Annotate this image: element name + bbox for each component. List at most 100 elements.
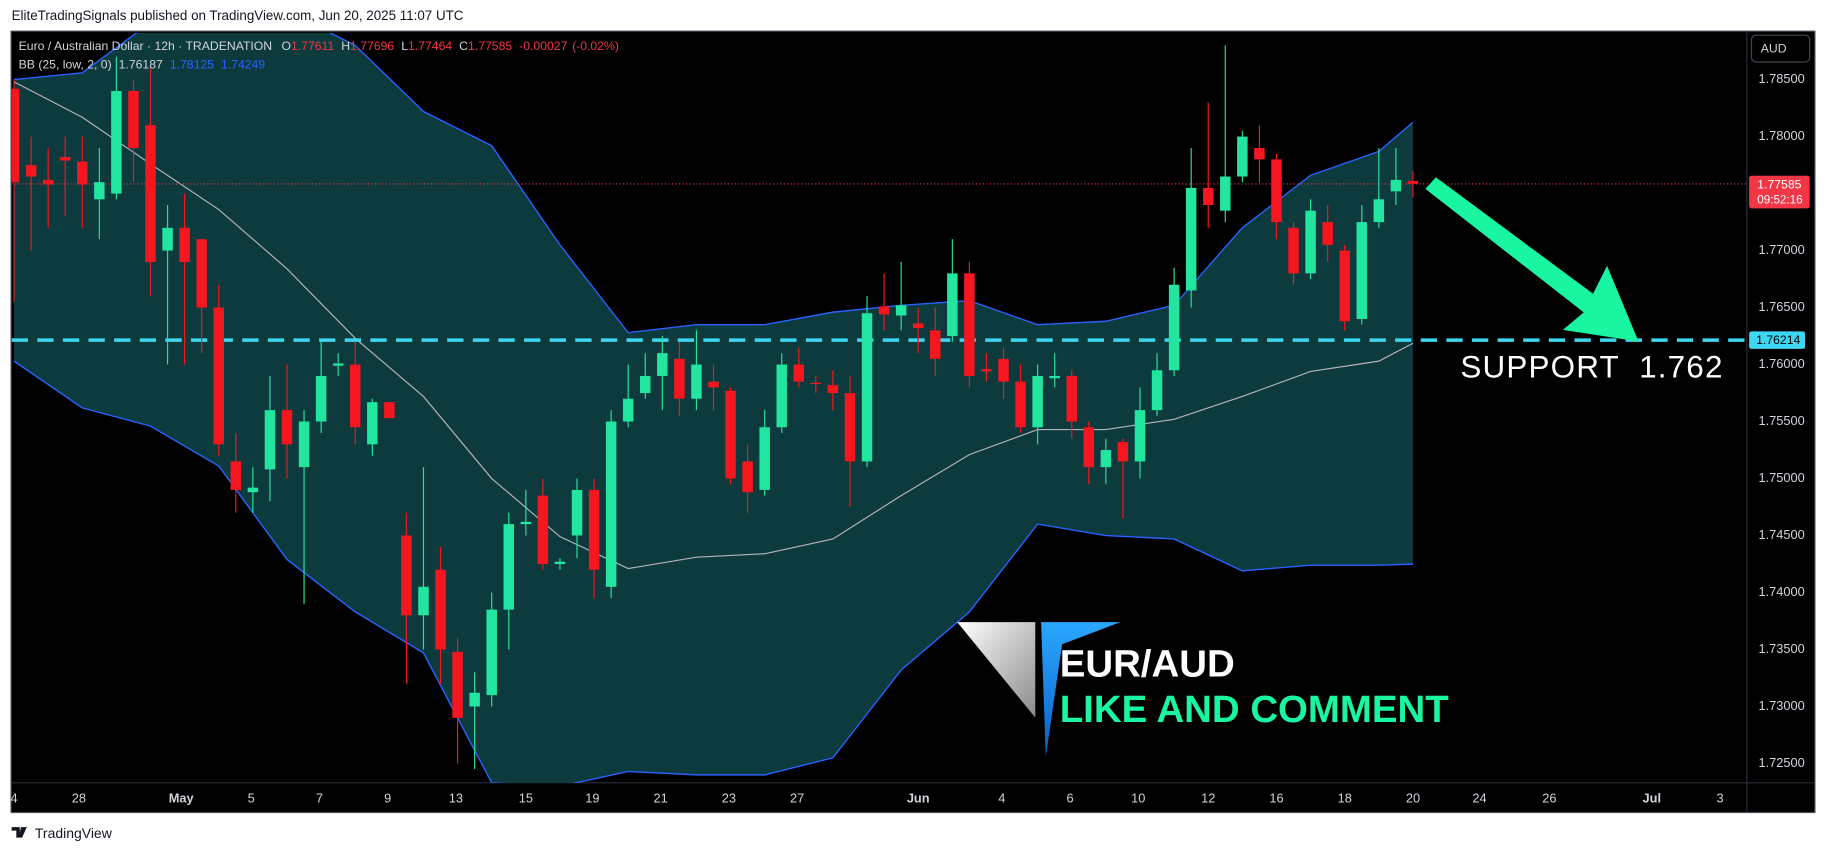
y-tick-label: 1.72500 xyxy=(1758,755,1804,770)
bb-lower-value: 1.74249 xyxy=(221,58,265,72)
x-tick-label: 20 xyxy=(1406,791,1420,806)
currency-button[interactable] xyxy=(1750,34,1811,63)
x-tick-label: 21 xyxy=(653,791,667,806)
candle-body xyxy=(264,410,276,470)
x-tick-label: 16 xyxy=(1269,791,1283,806)
candle-body xyxy=(1168,284,1180,371)
y-tick-label: 1.75500 xyxy=(1758,413,1804,428)
candle-body xyxy=(315,375,327,422)
candle-body xyxy=(418,586,429,616)
candle-body xyxy=(861,313,873,462)
candle-body xyxy=(981,369,992,372)
x-tick-label: 23 xyxy=(722,791,736,806)
change: -0.00027 xyxy=(519,39,567,53)
candle-body xyxy=(554,561,566,565)
candle-body xyxy=(520,521,532,525)
candle-body xyxy=(878,306,890,315)
candle-body xyxy=(1390,179,1402,192)
change-pct: (-0.02%) xyxy=(572,39,619,53)
candle-body xyxy=(196,239,207,308)
support-price-box xyxy=(1749,331,1806,349)
legend-line: Euro / Australian Dollar · 12h · TRADENA… xyxy=(19,39,619,53)
low-label: L xyxy=(401,39,408,53)
candle-body xyxy=(213,307,224,445)
candle-body xyxy=(247,487,259,493)
candle-body xyxy=(469,692,480,707)
x-tick-label: 12 xyxy=(1201,791,1215,806)
candle-body xyxy=(1134,410,1146,462)
candle-body xyxy=(571,489,583,536)
y-tick-label: 1.77000 xyxy=(1758,242,1804,257)
band-basis xyxy=(13,81,1414,570)
candle-body xyxy=(1220,176,1231,211)
high-value: 1.77696 xyxy=(350,39,394,53)
symbol-title: Euro / Australian Dollar · 12h · TRADENA… xyxy=(19,39,273,53)
logo-right xyxy=(1041,622,1121,758)
candle-body xyxy=(332,363,344,366)
arrow-annotation xyxy=(1425,177,1639,342)
candle-body xyxy=(179,227,190,262)
candle-body xyxy=(895,305,907,316)
last-price-box xyxy=(1749,175,1810,209)
y-tick-label: 1.75000 xyxy=(1758,470,1804,485)
candle-body xyxy=(810,382,822,384)
candle-body xyxy=(1117,442,1129,462)
candle-body xyxy=(605,421,617,587)
x-tick-label: 9 xyxy=(384,791,391,806)
candle-body xyxy=(452,651,463,718)
y-tick-label: 1.76000 xyxy=(1758,356,1804,371)
candle-body xyxy=(11,88,20,183)
candle-body xyxy=(1151,370,1163,411)
plot-area xyxy=(11,32,1747,783)
candle-body xyxy=(1015,381,1026,428)
candle-body xyxy=(1271,159,1282,223)
open-label: O xyxy=(281,39,291,53)
candle-body xyxy=(964,273,975,376)
x-tick-label: Jul xyxy=(1643,791,1662,806)
footer-logo xyxy=(11,827,27,838)
last-price-label: 1.77585 xyxy=(1757,177,1801,191)
candle-body xyxy=(759,427,770,490)
countdown-label: 09:52:16 xyxy=(1757,193,1802,206)
candle-body xyxy=(349,364,361,428)
open-value: 1.77611 xyxy=(291,39,334,53)
candle-body xyxy=(1185,187,1197,291)
candle-body xyxy=(793,364,805,382)
x-tick-label: 19 xyxy=(585,791,599,806)
x-tick-label: 7 xyxy=(316,791,323,806)
y-tick-label: 1.78500 xyxy=(1758,71,1804,86)
high-label: H xyxy=(341,39,350,53)
candle-body xyxy=(622,398,634,422)
logo-pair: EUR/AUD xyxy=(1060,643,1235,686)
x-tick-label: 15 xyxy=(519,791,533,806)
candle-body xyxy=(128,91,139,149)
candle-body xyxy=(742,461,753,493)
support-annotation: SUPPORT 1.762 xyxy=(1460,350,1723,385)
candle-body xyxy=(1288,227,1299,274)
x-tick-label: 26 xyxy=(1542,791,1556,806)
candle-body xyxy=(725,390,736,479)
y-tick-label: 1.73000 xyxy=(1758,698,1804,713)
candle-body xyxy=(1032,375,1043,428)
y-tick-label: 1.73500 xyxy=(1758,641,1804,656)
band-lower xyxy=(13,360,1413,783)
close-label: C xyxy=(459,39,468,53)
x-tick-label: Jun xyxy=(907,791,930,806)
candle-body xyxy=(486,609,497,696)
candle-body xyxy=(1254,148,1265,160)
logo-cta: LIKE AND COMMENT xyxy=(1060,688,1450,731)
candle-body xyxy=(930,330,941,359)
candle-body xyxy=(503,524,515,610)
y-tick-label: 1.76500 xyxy=(1758,299,1804,314)
bb-basis-value: 1.76187 xyxy=(119,58,163,72)
candle-body xyxy=(145,125,156,262)
candle-body xyxy=(59,157,71,161)
candle-body xyxy=(1407,180,1419,184)
bb-upper-value: 1.78125 xyxy=(170,58,214,72)
candle-body xyxy=(1305,210,1316,274)
candle-body xyxy=(230,461,242,490)
candle-body xyxy=(401,535,412,616)
candle-body xyxy=(94,182,105,200)
candle-body xyxy=(588,489,600,570)
candle-body xyxy=(384,402,395,419)
